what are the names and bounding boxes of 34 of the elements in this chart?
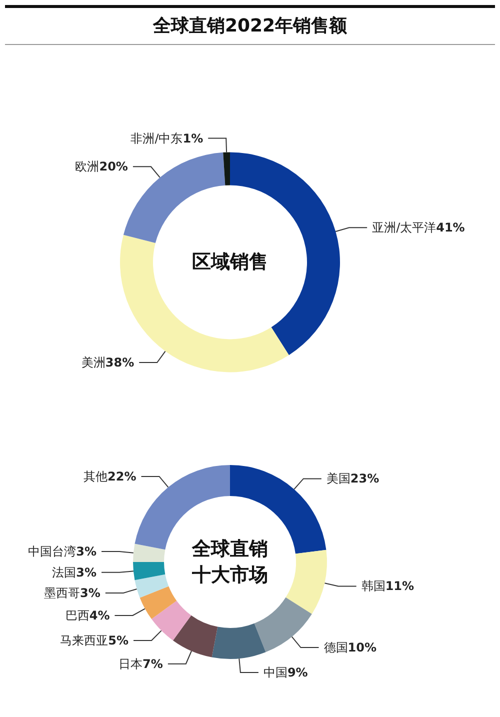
slice-label: 中国 — [263, 665, 288, 680]
data-label: 22% — [108, 469, 136, 484]
data-label: 7% — [142, 656, 163, 671]
slice-label: 亚洲/太平洋 — [372, 220, 436, 235]
data-label: 11% — [385, 579, 414, 594]
slice-label: 美洲 — [81, 356, 106, 370]
data-label: 41% — [436, 220, 465, 235]
slice-label: 法国 — [52, 565, 76, 580]
slice-label: 马来西亚 — [60, 633, 108, 648]
chart-title: 全球直销2022年销售额 — [152, 16, 348, 36]
slice-label: 墨西哥 — [44, 586, 80, 600]
text: 区域销售 — [192, 251, 268, 274]
data-label: 23% — [350, 472, 380, 486]
slice-label: 中国台湾 — [28, 544, 76, 559]
data-label: 5% — [108, 633, 129, 648]
slice-label: 美国 — [326, 472, 350, 486]
data-label: 3% — [76, 544, 96, 559]
slice-label: 日本 — [118, 656, 143, 671]
slice-label: 韩国 — [361, 579, 386, 594]
slice-label: 德国 — [324, 640, 348, 655]
data-label: 4% — [89, 608, 110, 622]
slice-label: 其他 — [84, 469, 108, 484]
slice-label: 巴西 — [65, 608, 90, 622]
data-label: 1% — [182, 131, 204, 146]
data-label: 9% — [287, 665, 308, 680]
data-label: 3% — [76, 565, 96, 580]
slice-label: 非洲/中东 — [130, 131, 183, 146]
text: 十大市场 — [191, 564, 268, 586]
data-label: 10% — [348, 640, 376, 655]
text: 全球直销 — [191, 538, 268, 560]
data-label: 38% — [105, 356, 134, 370]
data-label: 20% — [99, 160, 128, 174]
slice-label: 欧洲 — [75, 160, 100, 174]
data-label: 3% — [80, 586, 100, 600]
